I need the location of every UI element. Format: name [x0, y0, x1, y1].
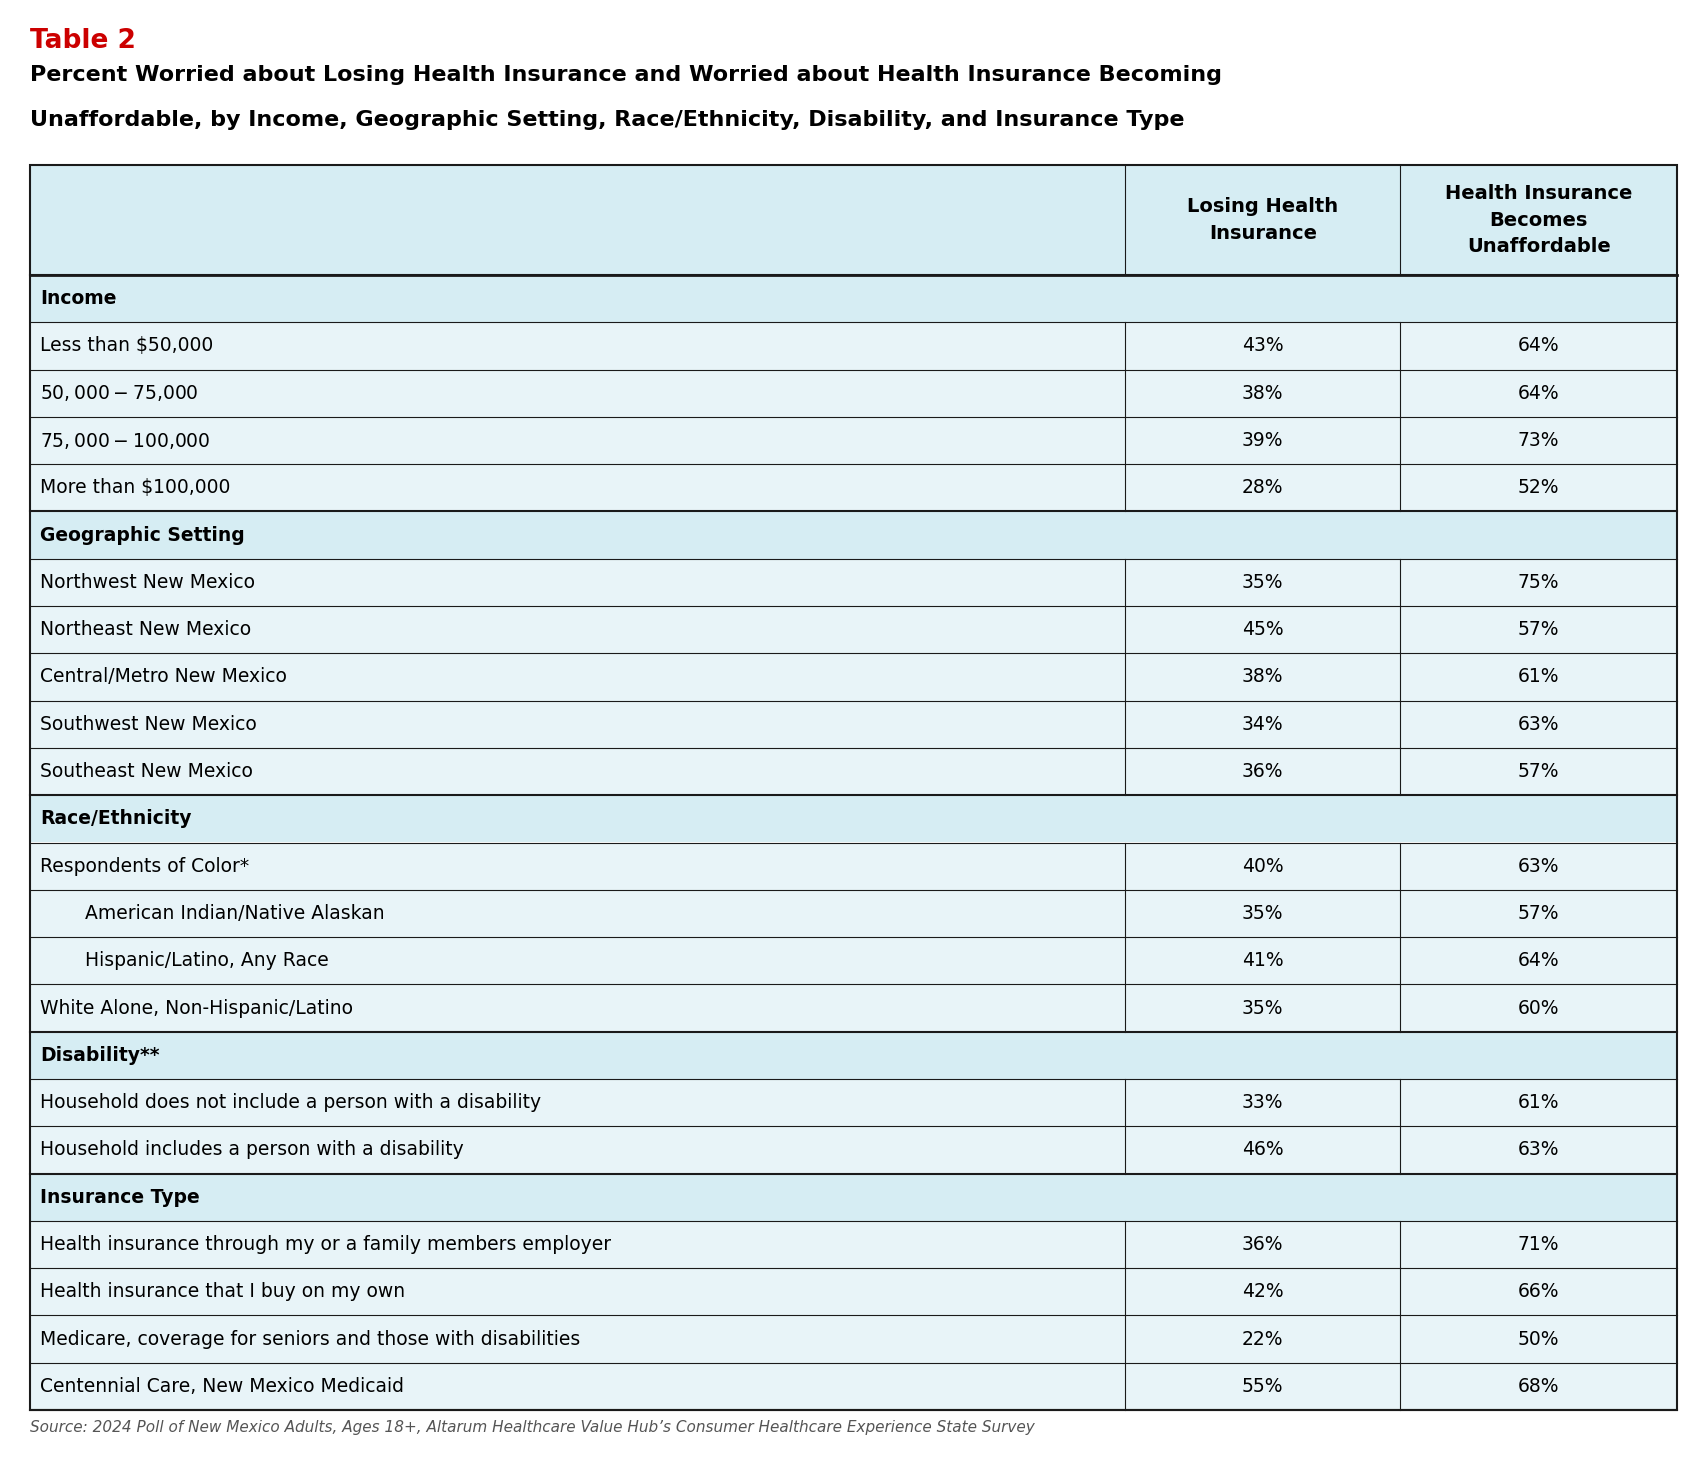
- Text: 60%: 60%: [1518, 999, 1560, 1018]
- Text: Hispanic/Latino, Any Race: Hispanic/Latino, Any Race: [85, 951, 329, 970]
- Text: Respondents of Color*: Respondents of Color*: [39, 857, 249, 876]
- Bar: [31, 275, 1676, 322]
- Text: Unaffordable, by Income, Geographic Setting, Race/Ethnicity, Disability, and Ins: Unaffordable, by Income, Geographic Sett…: [31, 110, 1185, 130]
- Text: $50,000 - $75,000: $50,000 - $75,000: [39, 383, 198, 404]
- Bar: [31, 796, 1676, 843]
- Text: 36%: 36%: [1243, 1235, 1284, 1254]
- Text: 39%: 39%: [1243, 432, 1284, 451]
- Text: 66%: 66%: [1518, 1282, 1560, 1301]
- Text: Source: 2024 Poll of New Mexico Adults, Ages 18+, Altarum Healthcare Value Hub’s: Source: 2024 Poll of New Mexico Adults, …: [31, 1421, 1034, 1435]
- Text: $75,000 - $100,000: $75,000 - $100,000: [39, 430, 210, 451]
- Bar: [31, 938, 1676, 985]
- Text: American Indian/Native Alaskan: American Indian/Native Alaskan: [85, 904, 384, 923]
- Text: Health insurance that I buy on my own: Health insurance that I buy on my own: [39, 1282, 405, 1301]
- Text: 63%: 63%: [1518, 857, 1560, 876]
- Text: 35%: 35%: [1243, 904, 1284, 923]
- Bar: [31, 701, 1676, 748]
- Bar: [31, 464, 1676, 512]
- Text: Disability**: Disability**: [39, 1046, 159, 1065]
- Bar: [31, 1173, 1676, 1220]
- Text: 22%: 22%: [1243, 1330, 1284, 1349]
- Bar: [31, 1315, 1676, 1362]
- Text: 52%: 52%: [1518, 478, 1560, 497]
- Text: 45%: 45%: [1243, 620, 1284, 639]
- Bar: [31, 890, 1676, 938]
- Bar: [31, 1078, 1676, 1127]
- Text: 68%: 68%: [1518, 1377, 1560, 1396]
- Text: White Alone, Non-Hispanic/Latino: White Alone, Non-Hispanic/Latino: [39, 999, 353, 1018]
- Text: Health Insurance
Becomes
Unaffordable: Health Insurance Becomes Unaffordable: [1444, 184, 1632, 256]
- Text: Centennial Care, New Mexico Medicaid: Centennial Care, New Mexico Medicaid: [39, 1377, 405, 1396]
- Text: Table 2: Table 2: [31, 28, 137, 54]
- Bar: [31, 748, 1676, 796]
- Text: Southeast New Mexico: Southeast New Mexico: [39, 762, 253, 781]
- Text: Southwest New Mexico: Southwest New Mexico: [39, 715, 256, 734]
- Bar: [31, 1268, 1676, 1315]
- Text: 36%: 36%: [1243, 762, 1284, 781]
- Bar: [31, 1031, 1676, 1078]
- Bar: [31, 843, 1676, 890]
- Text: Income: Income: [39, 290, 116, 309]
- Text: 64%: 64%: [1518, 951, 1560, 970]
- Text: 57%: 57%: [1518, 620, 1560, 639]
- Text: 57%: 57%: [1518, 904, 1560, 923]
- Text: 28%: 28%: [1243, 478, 1284, 497]
- Text: 35%: 35%: [1243, 573, 1284, 593]
- Text: Geographic Setting: Geographic Setting: [39, 525, 244, 544]
- Text: 63%: 63%: [1518, 715, 1560, 734]
- Text: Insurance Type: Insurance Type: [39, 1188, 200, 1207]
- Text: Northwest New Mexico: Northwest New Mexico: [39, 573, 254, 593]
- Text: 73%: 73%: [1518, 432, 1560, 451]
- Bar: [31, 370, 1676, 417]
- Text: 61%: 61%: [1518, 1093, 1560, 1112]
- Text: 41%: 41%: [1243, 951, 1284, 970]
- Text: 75%: 75%: [1518, 573, 1560, 593]
- Text: Household includes a person with a disability: Household includes a person with a disab…: [39, 1140, 464, 1159]
- Bar: [31, 1362, 1676, 1410]
- Text: 57%: 57%: [1518, 762, 1560, 781]
- Text: Losing Health
Insurance: Losing Health Insurance: [1186, 198, 1338, 243]
- Bar: [31, 606, 1676, 654]
- Bar: [31, 1220, 1676, 1268]
- Text: 63%: 63%: [1518, 1140, 1560, 1159]
- Bar: [31, 559, 1676, 606]
- Text: 33%: 33%: [1243, 1093, 1284, 1112]
- Text: 46%: 46%: [1243, 1140, 1284, 1159]
- Bar: [31, 417, 1676, 464]
- Text: Less than $50,000: Less than $50,000: [39, 336, 213, 356]
- Text: 40%: 40%: [1243, 857, 1284, 876]
- Text: 61%: 61%: [1518, 667, 1560, 686]
- Text: Northeast New Mexico: Northeast New Mexico: [39, 620, 251, 639]
- Text: Central/Metro New Mexico: Central/Metro New Mexico: [39, 667, 287, 686]
- Text: More than $100,000: More than $100,000: [39, 478, 230, 497]
- Bar: [31, 165, 1676, 1410]
- Bar: [31, 1127, 1676, 1173]
- Text: 34%: 34%: [1243, 715, 1284, 734]
- Text: 64%: 64%: [1518, 383, 1560, 402]
- Bar: [31, 985, 1676, 1031]
- Text: Race/Ethnicity: Race/Ethnicity: [39, 809, 191, 828]
- Text: 35%: 35%: [1243, 999, 1284, 1018]
- Text: Household does not include a person with a disability: Household does not include a person with…: [39, 1093, 541, 1112]
- Bar: [31, 512, 1676, 559]
- Bar: [31, 165, 1676, 275]
- Text: 64%: 64%: [1518, 336, 1560, 356]
- Bar: [31, 322, 1676, 370]
- Text: 55%: 55%: [1243, 1377, 1284, 1396]
- Text: 43%: 43%: [1243, 336, 1284, 356]
- Text: 71%: 71%: [1518, 1235, 1560, 1254]
- Text: 50%: 50%: [1518, 1330, 1560, 1349]
- Text: 38%: 38%: [1243, 383, 1284, 402]
- Text: 38%: 38%: [1243, 667, 1284, 686]
- Text: Health insurance through my or a family members employer: Health insurance through my or a family …: [39, 1235, 611, 1254]
- Bar: [31, 654, 1676, 701]
- Text: Percent Worried about Losing Health Insurance and Worried about Health Insurance: Percent Worried about Losing Health Insu…: [31, 64, 1222, 85]
- Text: 42%: 42%: [1243, 1282, 1284, 1301]
- Text: Medicare, coverage for seniors and those with disabilities: Medicare, coverage for seniors and those…: [39, 1330, 580, 1349]
